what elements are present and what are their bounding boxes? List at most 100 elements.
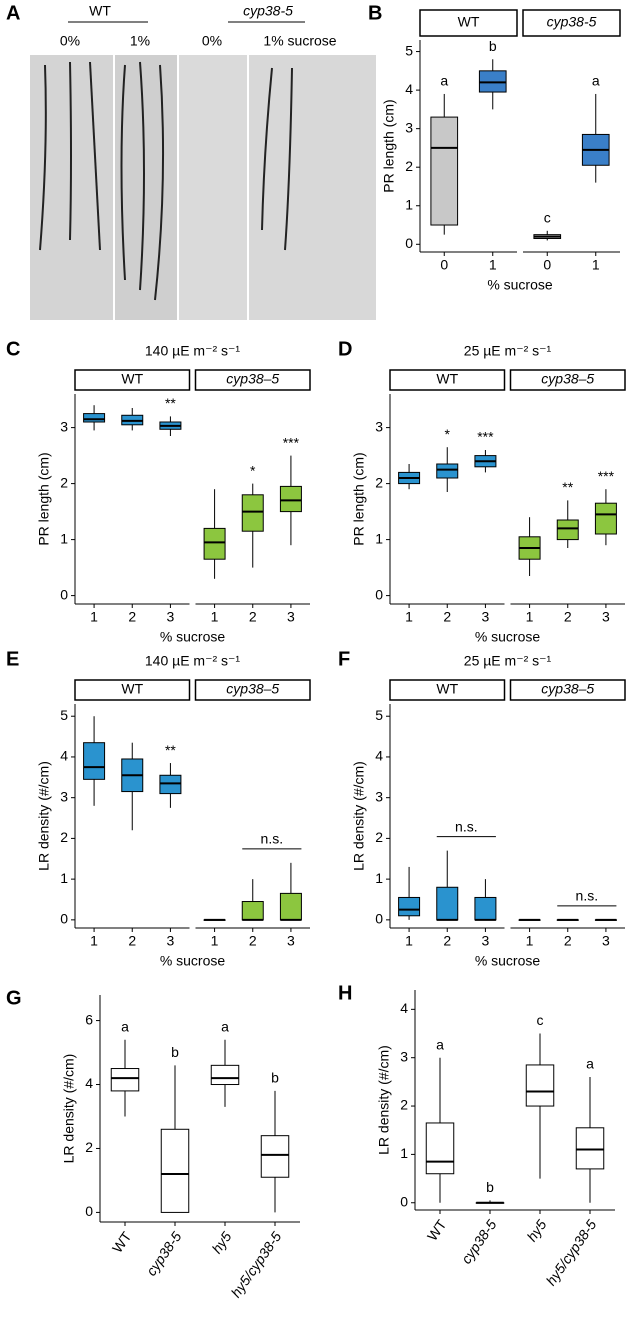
x-tick-label: 3 bbox=[482, 933, 490, 949]
box bbox=[110, 1068, 140, 1092]
y-axis-label: LR density (#/cm) bbox=[351, 761, 367, 871]
y-tick-label: 0 bbox=[60, 586, 68, 602]
y-tick-label: 4 bbox=[400, 1000, 408, 1016]
x-tick-label: cyp38-5 bbox=[143, 1228, 185, 1278]
y-tick-label: 3 bbox=[400, 1048, 408, 1064]
significance-label: b bbox=[489, 38, 497, 54]
y-tick-label: 4 bbox=[60, 748, 68, 764]
y-tick-label: 3 bbox=[60, 418, 68, 434]
image-label: 1% sucrose bbox=[263, 33, 336, 49]
panel-letter: A bbox=[6, 2, 20, 24]
y-tick-label: 1 bbox=[375, 530, 383, 546]
plate-image bbox=[249, 55, 376, 320]
y-tick-label: 4 bbox=[405, 81, 413, 97]
significance-label: b bbox=[271, 1070, 279, 1086]
y-axis-label: PR length (cm) bbox=[351, 452, 367, 545]
image-label: 0% bbox=[60, 33, 80, 49]
x-tick-label: 3 bbox=[602, 609, 610, 625]
facet-label: WT bbox=[436, 681, 458, 697]
box bbox=[83, 413, 106, 423]
panel: D 25 µE m⁻² s⁻¹ 0 1 2 3 PR length (cm) % sucros… bbox=[338, 338, 626, 645]
panel: C 140 µE m⁻² s⁻¹ 0 1 2 3 PR length (cm) % sucro… bbox=[6, 338, 311, 645]
y-axis-label: PR length (cm) bbox=[36, 452, 52, 545]
facet-strip bbox=[389, 679, 506, 701]
y-tick-label: 4 bbox=[85, 1075, 93, 1091]
y-tick-label: 0 bbox=[375, 911, 383, 927]
y-tick-label: 6 bbox=[85, 1011, 93, 1027]
significance-label: ** bbox=[165, 742, 176, 758]
plate-image bbox=[179, 55, 247, 320]
y-axis-label: PR length (cm) bbox=[381, 99, 397, 192]
facet-strip bbox=[74, 369, 191, 391]
x-tick-label: 1 bbox=[592, 257, 600, 273]
x-tick-label: hy5/cyp38-5 bbox=[543, 1217, 600, 1289]
x-tick-label: hy5 bbox=[523, 1216, 549, 1244]
y-tick-label: 2 bbox=[60, 829, 68, 845]
plate-image bbox=[115, 55, 177, 320]
significance-label: c bbox=[544, 210, 551, 226]
facet-label: WT bbox=[121, 371, 143, 387]
y-tick-label: 0 bbox=[375, 586, 383, 602]
x-tick-label: 2 bbox=[128, 933, 136, 949]
image-label: 1% bbox=[130, 33, 150, 49]
comparison-label: n.s. bbox=[576, 888, 599, 904]
x-tick-label: hy5 bbox=[208, 1228, 234, 1256]
facet-strip bbox=[509, 679, 626, 701]
box bbox=[83, 742, 106, 780]
panel-letter: D bbox=[338, 338, 352, 360]
box bbox=[594, 502, 617, 535]
x-tick-label: 0 bbox=[543, 257, 551, 273]
x-tick-label: 1 bbox=[90, 609, 98, 625]
x-tick-label: 1 bbox=[526, 609, 534, 625]
x-axis-label: % sucrose bbox=[475, 953, 541, 969]
significance-label: a bbox=[121, 1018, 129, 1034]
significance-label: a bbox=[586, 1056, 594, 1072]
significance-label: *** bbox=[283, 434, 300, 450]
x-tick-label: 2 bbox=[564, 933, 572, 949]
panel-letter: E bbox=[6, 648, 19, 670]
y-tick-label: 1 bbox=[375, 870, 383, 886]
panel: F 25 µE m⁻² s⁻¹ 0 1 2 3 4 5 LR density (#/cm) % s… bbox=[338, 648, 626, 969]
y-axis-label: LR density (#/cm) bbox=[376, 1045, 392, 1155]
x-tick-label: 3 bbox=[482, 609, 490, 625]
panel-letter: H bbox=[338, 982, 352, 1004]
panel: H 0 1 2 3 4 LR density (#/cm) WT a cyp38-5 b hy5 c hy… bbox=[338, 982, 615, 1288]
y-tick-label: 2 bbox=[400, 1097, 408, 1113]
x-tick-label: 3 bbox=[287, 609, 295, 625]
y-tick-label: 3 bbox=[405, 119, 413, 135]
panel-letter: F bbox=[338, 648, 350, 670]
y-tick-label: 0 bbox=[85, 1203, 93, 1219]
box bbox=[575, 1127, 605, 1170]
significance-label: * bbox=[250, 462, 256, 478]
significance-label: * bbox=[445, 426, 451, 442]
box bbox=[260, 1135, 290, 1178]
x-tick-label: 2 bbox=[249, 933, 257, 949]
panel-letter: C bbox=[6, 338, 20, 360]
facet-label: WT bbox=[121, 681, 143, 697]
y-tick-label: 1 bbox=[60, 530, 68, 546]
y-tick-label: 1 bbox=[405, 196, 413, 212]
box bbox=[474, 896, 497, 921]
facet-strip bbox=[194, 369, 311, 391]
y-tick-label: 0 bbox=[400, 1193, 408, 1209]
y-tick-label: 0 bbox=[60, 911, 68, 927]
facet-strip bbox=[522, 9, 621, 37]
box bbox=[160, 1128, 190, 1213]
y-tick-label: 3 bbox=[375, 418, 383, 434]
x-tick-label: WT bbox=[109, 1228, 135, 1255]
box bbox=[203, 527, 226, 560]
facet-label: WT bbox=[436, 371, 458, 387]
box bbox=[525, 1064, 555, 1107]
significance-label: *** bbox=[598, 468, 615, 484]
facet-label: cyp38–5 bbox=[541, 681, 594, 697]
y-tick-label: 5 bbox=[60, 707, 68, 723]
y-tick-label: 3 bbox=[60, 788, 68, 804]
y-tick-label: 1 bbox=[60, 870, 68, 886]
x-axis-label: % sucrose bbox=[487, 277, 553, 293]
y-tick-label: 2 bbox=[375, 829, 383, 845]
x-tick-label: 1 bbox=[489, 257, 497, 273]
y-tick-label: 5 bbox=[375, 707, 383, 723]
y-tick-label: 3 bbox=[375, 788, 383, 804]
x-tick-label: 2 bbox=[128, 609, 136, 625]
